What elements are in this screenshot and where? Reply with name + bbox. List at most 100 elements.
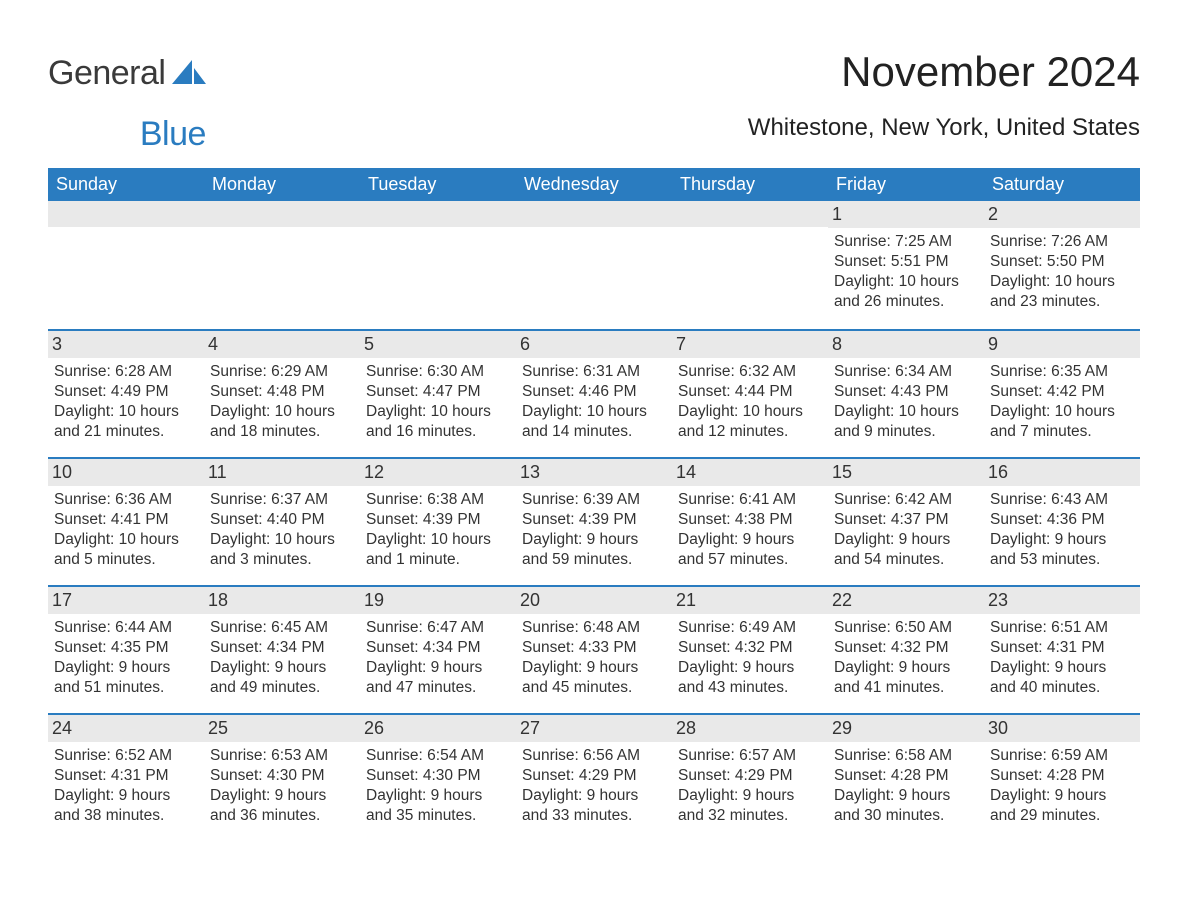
day-number: 30 — [984, 715, 1140, 742]
sunrise-text: Sunrise: 6:39 AM — [522, 490, 666, 510]
calendar-cell — [516, 201, 672, 329]
sunset-text: Sunset: 4:31 PM — [990, 638, 1134, 658]
sunrise-text: Sunrise: 7:25 AM — [834, 232, 978, 252]
day-number: 10 — [48, 459, 204, 486]
month-title: November 2024 — [748, 48, 1140, 96]
daylight-text: Daylight: 9 hours and 40 minutes. — [990, 658, 1134, 698]
day-number: 7 — [672, 331, 828, 358]
calendar-cell: 13Sunrise: 6:39 AMSunset: 4:39 PMDayligh… — [516, 457, 672, 585]
day-number: 17 — [48, 587, 204, 614]
sunset-text: Sunset: 4:30 PM — [366, 766, 510, 786]
day-number: 9 — [984, 331, 1140, 358]
calendar-grid: SundayMondayTuesdayWednesdayThursdayFrid… — [48, 168, 1140, 841]
day-number: 18 — [204, 587, 360, 614]
day-number: 29 — [828, 715, 984, 742]
sunset-text: Sunset: 4:29 PM — [522, 766, 666, 786]
sunrise-text: Sunrise: 6:28 AM — [54, 362, 198, 382]
daylight-text: Daylight: 10 hours and 12 minutes. — [678, 402, 822, 442]
sunset-text: Sunset: 4:30 PM — [210, 766, 354, 786]
day-number: 12 — [360, 459, 516, 486]
sunrise-text: Sunrise: 6:54 AM — [366, 746, 510, 766]
sunset-text: Sunset: 4:29 PM — [678, 766, 822, 786]
sunset-text: Sunset: 4:35 PM — [54, 638, 198, 658]
sunset-text: Sunset: 4:43 PM — [834, 382, 978, 402]
day-number: 21 — [672, 587, 828, 614]
calendar-cell: 2 Sunrise: 7:26 AMSunset: 5:50 PMDaylight… — [984, 201, 1140, 329]
daylight-text: Daylight: 9 hours and 53 minutes. — [990, 530, 1134, 570]
calendar-cell: 30Sunrise: 6:59 AMSunset: 4:28 PMDayligh… — [984, 713, 1140, 841]
day-of-week-header: Friday — [828, 168, 984, 201]
sunrise-text: Sunrise: 7:26 AM — [990, 232, 1134, 252]
sunrise-text: Sunrise: 6:34 AM — [834, 362, 978, 382]
day-number: 26 — [360, 715, 516, 742]
day-of-week-header: Wednesday — [516, 168, 672, 201]
day-number: 16 — [984, 459, 1140, 486]
logo-sail-icon — [172, 60, 206, 89]
logo-text-stack: General Blue — [48, 54, 206, 154]
sunset-text: Sunset: 4:47 PM — [366, 382, 510, 402]
day-number — [360, 201, 516, 227]
daylight-text: Daylight: 9 hours and 57 minutes. — [678, 530, 822, 570]
calendar-cell: 4Sunrise: 6:29 AMSunset: 4:48 PMDaylight… — [204, 329, 360, 457]
daylight-text: Daylight: 9 hours and 51 minutes. — [54, 658, 198, 698]
daylight-text: Daylight: 10 hours and 5 minutes. — [54, 530, 198, 570]
calendar-cell: 27Sunrise: 6:56 AMSunset: 4:29 PMDayligh… — [516, 713, 672, 841]
calendar-cell: 11Sunrise: 6:37 AMSunset: 4:40 PMDayligh… — [204, 457, 360, 585]
daylight-text: Daylight: 9 hours and 45 minutes. — [522, 658, 666, 698]
sunrise-text: Sunrise: 6:58 AM — [834, 746, 978, 766]
calendar-cell: 14Sunrise: 6:41 AMSunset: 4:38 PMDayligh… — [672, 457, 828, 585]
daylight-text: Daylight: 9 hours and 29 minutes. — [990, 786, 1134, 826]
calendar-cell: 3Sunrise: 6:28 AMSunset: 4:49 PMDaylight… — [48, 329, 204, 457]
location-subtitle: Whitestone, New York, United States — [748, 114, 1140, 142]
calendar-cell: 21Sunrise: 6:49 AMSunset: 4:32 PMDayligh… — [672, 585, 828, 713]
day-number: 8 — [828, 331, 984, 358]
sunset-text: Sunset: 4:34 PM — [366, 638, 510, 658]
daylight-text: Daylight: 9 hours and 49 minutes. — [210, 658, 354, 698]
sunset-text: Sunset: 4:41 PM — [54, 510, 198, 530]
day-number: 2 — [984, 201, 1140, 228]
sunrise-text: Sunrise: 6:31 AM — [522, 362, 666, 382]
day-number: 11 — [204, 459, 360, 486]
sunrise-text: Sunrise: 6:50 AM — [834, 618, 978, 638]
sunrise-text: Sunrise: 6:59 AM — [990, 746, 1134, 766]
header-row: General Blue November 2024 Whitestone, N… — [48, 30, 1140, 154]
sunrise-text: Sunrise: 6:57 AM — [678, 746, 822, 766]
logo-text-blue: Blue — [46, 115, 206, 154]
sunset-text: Sunset: 4:31 PM — [54, 766, 198, 786]
calendar-cell: 26 Sunrise: 6:54 AMSunset: 4:30 PMDayligh… — [360, 713, 516, 841]
calendar-cell: 16Sunrise: 6:43 AMSunset: 4:36 PMDayligh… — [984, 457, 1140, 585]
sunset-text: Sunset: 4:37 PM — [834, 510, 978, 530]
calendar-cell: 25Sunrise: 6:53 AMSunset: 4:30 PMDayligh… — [204, 713, 360, 841]
daylight-text: Daylight: 10 hours and 23 minutes. — [990, 272, 1134, 312]
calendar-cell: 8Sunrise: 6:34 AMSunset: 4:43 PMDaylight… — [828, 329, 984, 457]
calendar-cell: 15Sunrise: 6:42 AMSunset: 4:37 PMDayligh… — [828, 457, 984, 585]
day-number — [672, 201, 828, 227]
daylight-text: Daylight: 10 hours and 18 minutes. — [210, 402, 354, 442]
sunset-text: Sunset: 4:32 PM — [834, 638, 978, 658]
title-block: November 2024 Whitestone, New York, Unit… — [748, 30, 1140, 142]
day-of-week-header: Saturday — [984, 168, 1140, 201]
day-number: 25 — [204, 715, 360, 742]
sunrise-text: Sunrise: 6:36 AM — [54, 490, 198, 510]
sunset-text: Sunset: 4:49 PM — [54, 382, 198, 402]
day-number: 1 — [828, 201, 984, 228]
sunset-text: Sunset: 4:44 PM — [678, 382, 822, 402]
sunrise-text: Sunrise: 6:30 AM — [366, 362, 510, 382]
calendar-cell: 28Sunrise: 6:57 AMSunset: 4:29 PMDayligh… — [672, 713, 828, 841]
sunset-text: Sunset: 4:36 PM — [990, 510, 1134, 530]
calendar-cell: 22Sunrise: 6:50 AMSunset: 4:32 PMDayligh… — [828, 585, 984, 713]
calendar-cell: 7Sunrise: 6:32 AMSunset: 4:44 PMDaylight… — [672, 329, 828, 457]
daylight-text: Daylight: 10 hours and 14 minutes. — [522, 402, 666, 442]
daylight-text: Daylight: 9 hours and 35 minutes. — [366, 786, 510, 826]
sunrise-text: Sunrise: 6:45 AM — [210, 618, 354, 638]
day-number: 6 — [516, 331, 672, 358]
calendar-cell — [48, 201, 204, 329]
sunset-text: Sunset: 5:50 PM — [990, 252, 1134, 272]
daylight-text: Daylight: 9 hours and 30 minutes. — [834, 786, 978, 826]
sunrise-text: Sunrise: 6:53 AM — [210, 746, 354, 766]
day-number: 28 — [672, 715, 828, 742]
sunrise-text: Sunrise: 6:41 AM — [678, 490, 822, 510]
day-number: 14 — [672, 459, 828, 486]
sunrise-text: Sunrise: 6:47 AM — [366, 618, 510, 638]
daylight-text: Daylight: 10 hours and 16 minutes. — [366, 402, 510, 442]
